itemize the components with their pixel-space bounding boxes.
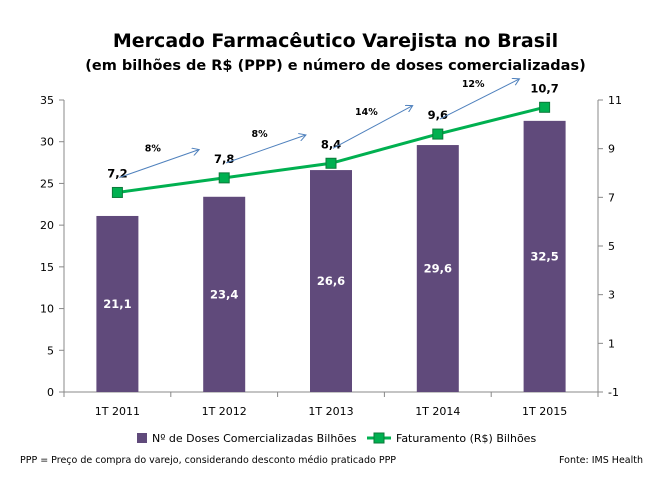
line-point (218, 172, 230, 184)
y-left-tick-label: 15 (40, 261, 54, 274)
chart-subtitle: (em bilhões de R$ (PPP) e número de dose… (85, 58, 586, 74)
legend-swatch-marker (373, 432, 385, 444)
y-right-tick-label: 7 (608, 191, 615, 204)
y-right-tick-label: 3 (608, 289, 615, 302)
bar (310, 170, 352, 392)
y-left-tick-label: 10 (40, 303, 54, 316)
bar-label: 32,5 (530, 249, 558, 263)
x-tick-label: 1T 2011 (95, 405, 140, 418)
x-tick-label: 1T 2015 (522, 405, 567, 418)
line-point (111, 186, 123, 198)
bar (416, 145, 459, 392)
y-left-tick-label: 30 (40, 136, 54, 149)
y-left-tick-label: 20 (40, 219, 54, 232)
bar-label: 21,1 (103, 297, 131, 311)
bar (96, 215, 139, 392)
y-right-tick-label: 1 (608, 337, 615, 350)
growth-label: 8% (145, 144, 162, 155)
line-point (325, 157, 337, 169)
y-right-tick-label: 9 (608, 143, 615, 156)
growth-label: 14% (355, 107, 378, 118)
source-note: Fonte: IMS Health (559, 455, 643, 466)
line-label: 7,2 (107, 166, 127, 180)
y-right-tick-label: 11 (608, 94, 622, 107)
line-point (539, 101, 551, 113)
line-label: 8,4 (321, 137, 341, 151)
y-left-tick-label: 5 (47, 344, 54, 357)
y-left-tick-label: 35 (40, 94, 54, 107)
growth-arrow (119, 150, 198, 178)
legend-label-bars: Nº de Doses Comercializadas Bilhões (152, 432, 357, 445)
bar-label: 26,6 (317, 274, 345, 288)
line-label: 9,6 (428, 108, 448, 122)
line-label: 7,8 (214, 152, 234, 166)
growth-label: 8% (252, 129, 269, 140)
y-left-tick-label: 0 (47, 386, 54, 399)
chart-title: Mercado Farmacêutico Varejista no Brasil (112, 30, 559, 52)
legend-label-line: Faturamento (R$) Bilhões (396, 432, 536, 445)
growth-arrow (226, 135, 305, 164)
bar (203, 196, 246, 392)
legend-swatch-bars (137, 433, 147, 443)
line-label: 10,7 (530, 81, 558, 95)
x-tick-label: 1T 2012 (202, 405, 247, 418)
footnote: PPP = Preço de compra do varejo, conside… (20, 455, 397, 466)
growth-label: 12% (462, 79, 485, 90)
bar-label: 23,4 (210, 287, 238, 301)
bar-label: 29,6 (424, 262, 452, 276)
line-point (432, 128, 444, 140)
growth-arrow (439, 79, 519, 120)
x-tick-label: 1T 2013 (308, 405, 353, 418)
y-right-tick-label: -1 (608, 386, 619, 399)
y-right-tick-label: 5 (608, 240, 615, 253)
y-left-tick-label: 25 (40, 177, 54, 190)
growth-arrow (332, 106, 412, 149)
bar (523, 120, 566, 392)
x-tick-label: 1T 2014 (415, 405, 460, 418)
